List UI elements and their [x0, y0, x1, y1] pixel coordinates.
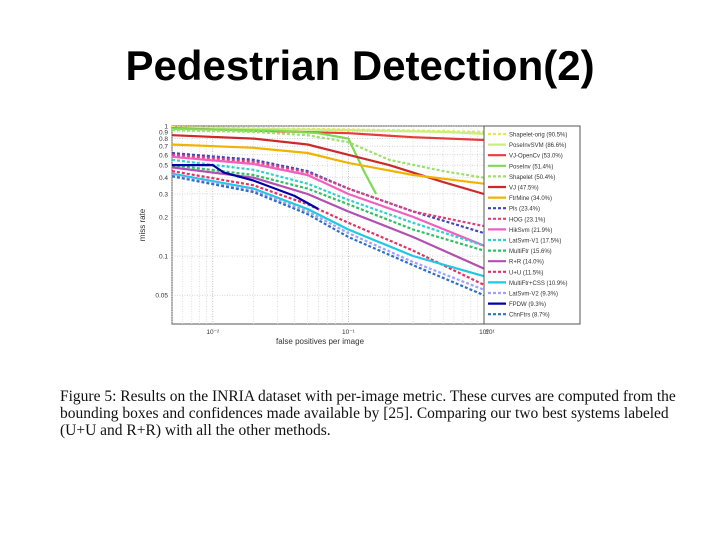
series-curve — [171, 143, 485, 185]
y-tick-label: 0.3 — [159, 191, 168, 198]
y-tick-labels: 10.90.80.70.6 0.5 0.4 0.3 0.2 0.1 0.05 — [155, 124, 168, 300]
legend-label: Shapelet-orig (90.5%) — [509, 133, 567, 139]
legend-label: U+U (11.5%) — [509, 270, 543, 276]
legend-label: HOG (23.1%) — [509, 217, 545, 223]
legend-label: ChnFtrs (8.7%) — [509, 313, 550, 319]
series-curve — [171, 155, 485, 247]
x-axis-label: false positives per image — [276, 337, 365, 346]
y-tick-label: 1 — [164, 124, 168, 131]
y-tick-label: 0.2 — [159, 214, 168, 221]
legend: Shapelet-orig (90.5%) PoseInvSVM (86.6%) V… — [488, 133, 568, 319]
series-curve — [171, 151, 485, 235]
legend-label: VJ (47.5%) — [509, 186, 539, 192]
y-tick-label: 0.9 — [159, 129, 168, 136]
results-figure: 1 0.9 0.8 0.7 0.6 0.5 0.4 0.3 0.2 0.1 0.05 10⁻² 10⁻… — [130, 118, 590, 353]
y-tick-label: 0.6 — [159, 152, 168, 159]
miss-rate-chart: 10.90.80.70.60.50.40.30.20.10.05 10⁻² 10⁻… — [138, 124, 581, 346]
caption-line-3: (U+U and R+R) with all the other methods… — [60, 422, 331, 439]
caption-line-2: bounding boxes and confidences made avai… — [60, 405, 669, 422]
series-curve — [171, 134, 485, 196]
series-curve — [171, 158, 485, 247]
legend-label: VJ-OpenCv (53.0%) — [509, 154, 563, 160]
caption-line-1: Figure 5: Results on the INRIA dataset w… — [60, 388, 676, 405]
legend-label: MultiFtr (15.6%) — [509, 249, 552, 255]
series-curve — [171, 153, 485, 228]
legend-label: PoseInv (51.4%) — [509, 164, 553, 170]
series-curve — [172, 164, 319, 210]
legend-label: Shapelet (50.4%) — [509, 175, 555, 181]
x-tick-label: 10⁻¹ — [342, 329, 356, 336]
y-tick-label: 0.8 — [159, 136, 168, 143]
series-curve — [171, 129, 485, 179]
series-curve — [171, 172, 485, 278]
legend-label: Pls (23.4%) — [509, 207, 540, 213]
y-tick-label: 0.5 — [159, 163, 168, 170]
series-curve — [171, 175, 485, 297]
series-curve — [171, 173, 485, 291]
legend-label: FtrMine (34.0%) — [509, 196, 552, 202]
figure-caption: Figure 5: Results on the INRIA dataset w… — [60, 388, 690, 439]
y-tick-label: 0.05 — [155, 293, 168, 300]
curves — [171, 126, 485, 297]
series-curve — [171, 127, 378, 195]
y-tick-label: 0.7 — [159, 144, 168, 151]
y-tick-label: 0.4 — [159, 175, 168, 182]
legend-label: R+R (14.0%) — [509, 260, 544, 266]
x-tick-label: 10⁰ — [479, 328, 489, 336]
legend-box — [483, 125, 581, 325]
x-tick-label: 10¹ — [485, 329, 495, 336]
legend-label: LatSvm-V2 (9.3%) — [509, 292, 558, 298]
legend-label: HikSvm (21.9%) — [509, 228, 552, 234]
legend-label: MultiFtr+CSS (10.9%) — [509, 281, 568, 287]
y-axis-label: miss rate — [138, 208, 147, 241]
series-curve — [171, 170, 485, 286]
legend-label: PoseInvSVM (86.6%) — [509, 143, 566, 149]
plot-area — [171, 125, 485, 325]
legend-label: LatSvm-V1 (17.5%) — [509, 239, 561, 245]
y-tick-label: 0.1 — [159, 254, 168, 261]
legend-label: FPDW (9.3%) — [509, 302, 546, 308]
slide-title: Pedestrian Detection(2) — [125, 42, 595, 89]
x-tick-label: 10⁻² — [206, 329, 220, 336]
series-curve — [171, 126, 485, 135]
